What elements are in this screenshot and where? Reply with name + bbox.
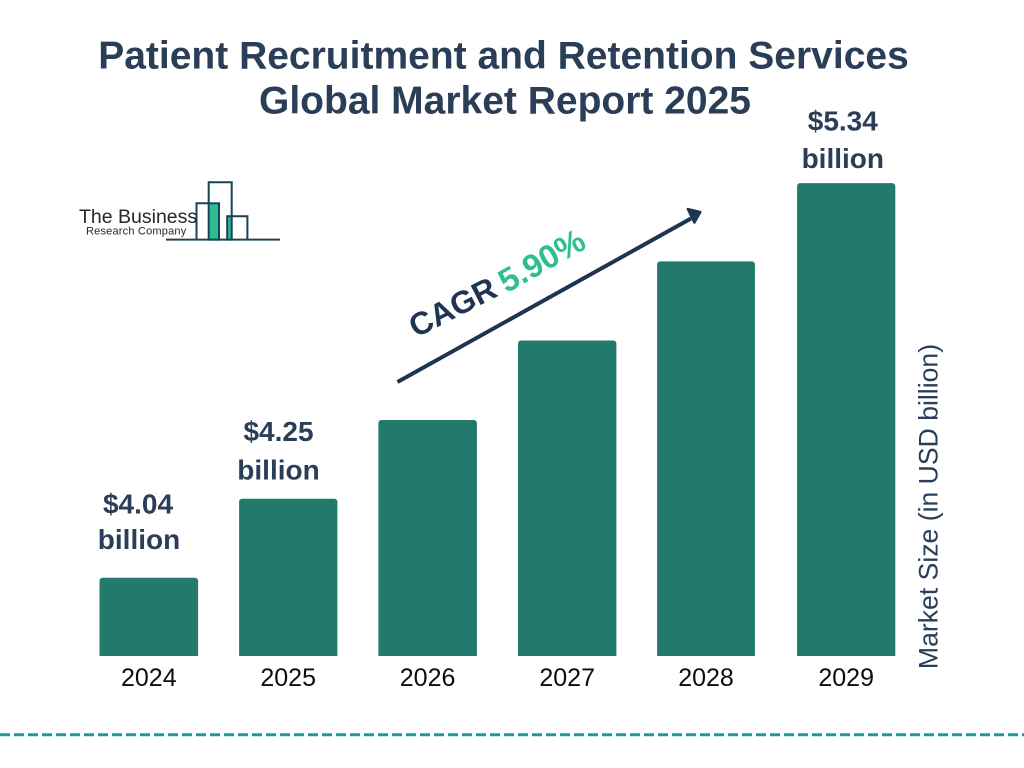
svg-text:Global Market Report 2025: Global Market Report 2025 <box>259 80 751 123</box>
svg-text:billion: billion <box>802 143 884 174</box>
svg-text:billion: billion <box>237 454 319 485</box>
svg-text:The Business: The Business <box>79 206 197 228</box>
svg-text:Market Size (in USD billion): Market Size (in USD billion) <box>913 344 943 669</box>
svg-text:2029: 2029 <box>818 664 874 692</box>
svg-text:Patient Recruitment and Retent: Patient Recruitment and Retention Servic… <box>98 35 909 78</box>
svg-text:2025: 2025 <box>260 664 316 692</box>
svg-text:$4.04: $4.04 <box>103 489 173 520</box>
svg-text:2024: 2024 <box>121 664 177 692</box>
svg-text:2027: 2027 <box>539 664 595 692</box>
svg-text:$5.34: $5.34 <box>808 106 878 137</box>
svg-text:2028: 2028 <box>678 664 734 692</box>
svg-text:Research Company: Research Company <box>86 225 187 237</box>
svg-text:$4.25: $4.25 <box>243 416 313 447</box>
svg-text:2026: 2026 <box>400 664 456 692</box>
svg-text:billion: billion <box>98 524 180 555</box>
